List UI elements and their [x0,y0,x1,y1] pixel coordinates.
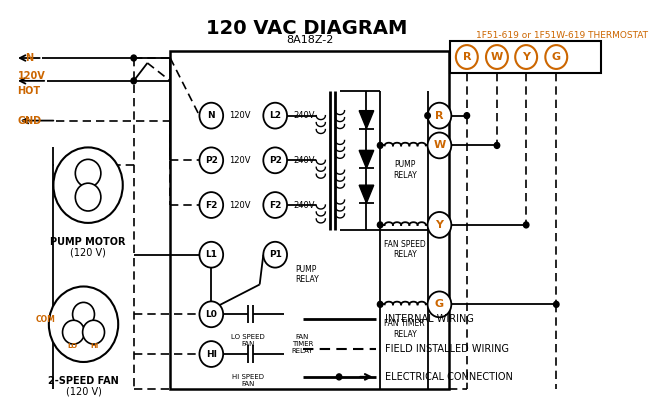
Text: Y: Y [522,52,530,62]
Circle shape [486,45,508,69]
Text: PUMP MOTOR: PUMP MOTOR [50,237,126,247]
Text: FAN TIMER
RELAY: FAN TIMER RELAY [385,319,425,339]
Text: 120 VAC DIAGRAM: 120 VAC DIAGRAM [206,19,408,38]
Circle shape [377,222,383,228]
Text: L2: L2 [269,111,281,120]
Circle shape [464,113,470,119]
Text: N: N [25,53,33,63]
Text: 240V: 240V [293,201,315,210]
Text: FIELD INSTALLED WIRING: FIELD INSTALLED WIRING [385,344,509,354]
Bar [450,41,601,73]
Text: HI SPEED
FAN: HI SPEED FAN [232,374,264,387]
Text: 2-SPEED FAN: 2-SPEED FAN [48,376,119,386]
Circle shape [72,303,94,326]
Text: 8A18Z-2: 8A18Z-2 [286,35,334,45]
Polygon shape [359,185,374,203]
Circle shape [427,132,452,158]
Circle shape [494,142,500,148]
Circle shape [427,292,452,317]
Text: G: G [435,299,444,309]
Text: R: R [462,52,471,62]
Circle shape [427,212,452,238]
Circle shape [263,242,287,268]
Text: INTERNAL WIRING: INTERNAL WIRING [385,314,474,324]
Text: N: N [208,111,215,120]
Text: 240V: 240V [293,111,315,120]
Circle shape [377,142,383,148]
Circle shape [82,320,105,344]
Text: LO SPEED
FAN: LO SPEED FAN [231,334,265,347]
Text: 1F51-619 or 1F51W-619 THERMOSTAT: 1F51-619 or 1F51W-619 THERMOSTAT [476,31,648,40]
Text: PUMP
RELAY: PUMP RELAY [393,160,417,180]
Text: F2: F2 [269,201,281,210]
Polygon shape [359,111,374,129]
Text: HI: HI [90,343,98,349]
Circle shape [545,45,567,69]
Circle shape [131,78,137,84]
Text: PUMP
RELAY: PUMP RELAY [295,265,319,284]
Text: (120 V): (120 V) [66,387,101,397]
Text: 120V: 120V [18,71,46,81]
Text: P2: P2 [205,156,218,165]
Circle shape [456,45,478,69]
Text: L1: L1 [205,250,217,259]
Circle shape [515,45,537,69]
Circle shape [75,159,101,187]
Text: LO: LO [68,343,78,349]
Text: F2: F2 [205,201,218,210]
Circle shape [425,113,430,119]
Text: G: G [551,52,561,62]
Text: W: W [433,140,446,150]
Bar [170,51,449,389]
Polygon shape [359,150,374,168]
Circle shape [336,374,342,380]
Text: HOT: HOT [17,86,40,96]
Text: (120 V): (120 V) [70,248,106,258]
Circle shape [49,287,118,362]
Circle shape [75,183,101,211]
Text: W: W [491,52,503,62]
Text: R: R [436,111,444,121]
Text: FAN
TIMER
RELAY: FAN TIMER RELAY [291,334,314,354]
Circle shape [62,320,84,344]
Text: Y: Y [436,220,444,230]
Text: P2: P2 [269,156,281,165]
Text: 120V: 120V [230,156,251,165]
Circle shape [427,103,452,129]
Circle shape [200,192,223,218]
Text: COM: COM [36,315,55,324]
Text: HI: HI [206,349,217,359]
Circle shape [263,147,287,173]
Circle shape [263,103,287,129]
Text: 120V: 120V [230,111,251,120]
Text: L0: L0 [206,310,217,319]
Text: 120V: 120V [230,201,251,210]
Circle shape [200,103,223,129]
Text: FAN SPEED
RELAY: FAN SPEED RELAY [384,240,425,259]
Circle shape [200,341,223,367]
Circle shape [200,242,223,268]
Circle shape [553,301,559,308]
Circle shape [200,147,223,173]
Circle shape [131,55,137,61]
Circle shape [200,301,223,327]
Circle shape [377,301,383,308]
Text: P1: P1 [269,250,281,259]
Circle shape [523,222,529,228]
Circle shape [54,147,123,223]
Text: ELECTRICAL CONNECTION: ELECTRICAL CONNECTION [385,372,513,382]
Circle shape [263,192,287,218]
Text: GND: GND [18,116,42,126]
Text: 240V: 240V [293,156,315,165]
